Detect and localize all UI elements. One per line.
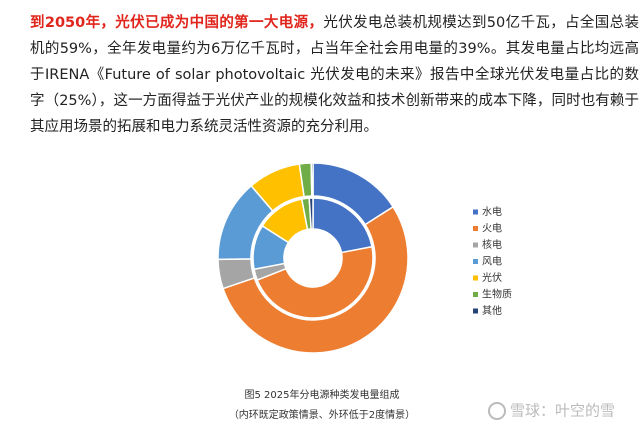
watermark-logo xyxy=(488,402,506,420)
donut-segment xyxy=(310,162,314,197)
donut-segment xyxy=(308,197,314,230)
legend-label: 其他 xyxy=(482,304,502,317)
legend-swatch xyxy=(473,226,478,231)
legend-swatch xyxy=(473,209,478,215)
legend-swatch xyxy=(473,259,478,264)
legend-swatch xyxy=(473,292,478,297)
donut-segment xyxy=(222,205,409,354)
legend-label: 生物质 xyxy=(482,288,512,301)
legend-label: 水电 xyxy=(482,205,502,218)
highlight: 到2050年，光伏已成为中国的第一大电源， xyxy=(30,15,324,31)
legend-label: 风电 xyxy=(482,255,502,268)
legend-label: 核电 xyxy=(482,238,502,251)
donut-segment xyxy=(256,245,374,319)
legend-swatch xyxy=(473,242,478,248)
paragraph: 到2050年，光伏已成为中国的第一大电源，光伏发电总装机规模达到50亿千瓦，占全… xyxy=(30,10,639,140)
legend-label: 火电 xyxy=(482,222,502,235)
legend-label: 光伏 xyxy=(482,271,502,284)
caption-title: 图5 2025年分电源种类发电量组成 xyxy=(245,388,400,401)
legend-swatch xyxy=(473,308,478,314)
legend-swatch xyxy=(473,275,478,281)
body-text: 光伏发电总装机规模达到50亿千瓦，占全国总装机的59%，全年发电量约为6万亿千瓦… xyxy=(30,15,639,135)
watermark: 雪球：叶空的雪 xyxy=(510,402,615,420)
caption-note: （内环既定政策情景、外环低于2度情景） xyxy=(229,408,415,421)
